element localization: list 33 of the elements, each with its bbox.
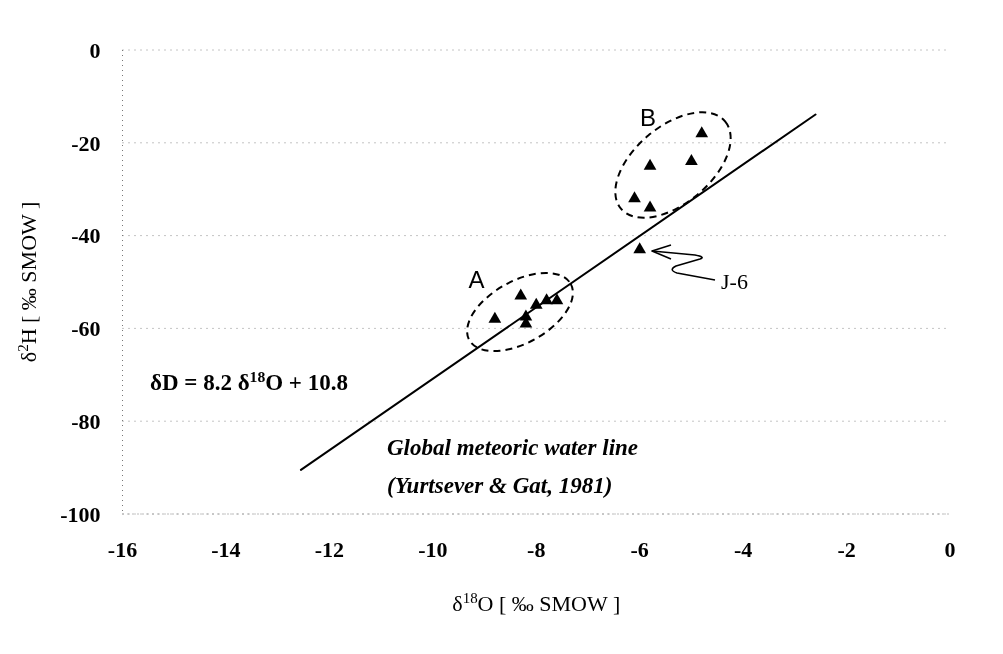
annotation: B bbox=[639, 104, 657, 132]
point bbox=[643, 200, 657, 212]
point bbox=[540, 293, 553, 305]
point bbox=[643, 158, 657, 170]
point bbox=[550, 293, 564, 305]
annotation: J-6 bbox=[721, 268, 748, 294]
y-tick-label: -80 bbox=[71, 409, 101, 435]
x-tick-label: -6 bbox=[630, 536, 649, 562]
y-tick-label: -60 bbox=[71, 316, 101, 342]
x-axis-title: δ$^{18}$O [ ‰ SMOW ] bbox=[452, 589, 621, 616]
x-tick-label: -16 bbox=[107, 536, 138, 562]
point bbox=[633, 242, 647, 254]
x-tick-label: -12 bbox=[314, 536, 345, 562]
y-tick-label: -40 bbox=[71, 223, 101, 249]
y-tick-label: -20 bbox=[71, 130, 101, 156]
point bbox=[685, 154, 698, 166]
x-tick-label: -10 bbox=[418, 536, 448, 562]
annotation: (Yurtsever & Gat, 1981) bbox=[387, 473, 613, 499]
point bbox=[695, 126, 709, 138]
point bbox=[488, 311, 502, 323]
annotation: A bbox=[468, 266, 485, 293]
point bbox=[514, 288, 528, 300]
y-tick-label: -100 bbox=[60, 501, 101, 527]
x-tick-label: -8 bbox=[527, 536, 546, 562]
x-tick-label: -14 bbox=[211, 536, 241, 562]
point bbox=[529, 297, 543, 309]
x-tick-label: -4 bbox=[733, 536, 753, 562]
annotation: δD = 8.2 δ$^{18}$O + 10.8 bbox=[150, 367, 348, 396]
annotation: Global meteoric water line bbox=[387, 435, 639, 461]
point bbox=[628, 191, 641, 203]
x-tick-label: 0 bbox=[944, 536, 956, 562]
x-tick-label: -2 bbox=[837, 536, 856, 562]
y-tick-label: 0 bbox=[89, 37, 101, 63]
